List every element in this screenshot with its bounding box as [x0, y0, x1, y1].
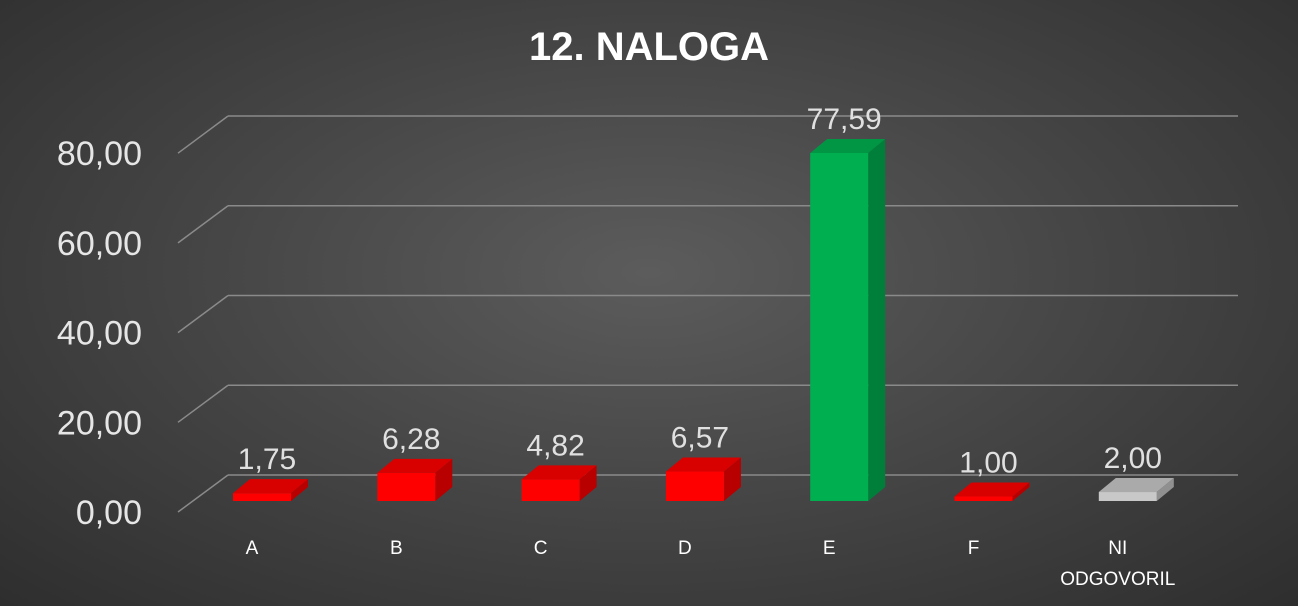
bar-side: [1156, 478, 1174, 501]
x-tick-label: NI ODGOVORIL: [1060, 538, 1175, 590]
data-labels: 1,75 6,28 4,82 6,57 77,59 1,00 2,00: [238, 103, 1162, 480]
x-tick-label: E: [823, 538, 836, 559]
gridline-diagonal: [177, 115, 229, 154]
y-tick-label: 60,00: [57, 225, 142, 263]
bar-top: [233, 479, 308, 494]
bar-f: [954, 482, 1030, 501]
bar-side: [435, 458, 453, 501]
bar-d: [665, 457, 741, 501]
data-label: 4,82: [526, 429, 584, 462]
chart-title: 12. NALOGA: [529, 25, 769, 69]
y-axis-ticks: 0,00 20,00 40,00 60,00 80,00: [57, 135, 142, 532]
data-label: 2,00: [1104, 442, 1162, 475]
data-label: 6,57: [671, 422, 729, 455]
bar-front: [233, 493, 291, 501]
bar-front: [377, 472, 436, 501]
gridline-diagonal: [177, 474, 229, 513]
bar-side: [723, 457, 741, 501]
bar-front: [954, 496, 1013, 501]
bar-front: [1098, 492, 1157, 501]
bar-side: [868, 139, 886, 501]
x-tick-label: A: [246, 538, 259, 559]
bars: [233, 139, 1174, 501]
bar-front: [810, 153, 869, 501]
data-label: 6,28: [382, 423, 440, 456]
y-tick-label: 20,00: [57, 404, 142, 442]
gridline-diagonal: [177, 384, 229, 423]
x-tick-label: F: [968, 538, 980, 559]
data-label: 77,59: [807, 103, 882, 136]
bar-a: [233, 479, 308, 501]
bar-c: [521, 465, 597, 501]
data-label: 1,75: [238, 443, 296, 476]
bar-side: [579, 465, 597, 501]
x-tick-label: B: [390, 538, 403, 559]
bar-ni-odgovoril: [1098, 478, 1174, 501]
y-tick-label: 40,00: [57, 315, 142, 353]
bar-top: [665, 457, 741, 472]
y-tick-label: 0,00: [76, 494, 142, 532]
gridline-diagonal: [177, 294, 229, 334]
bar-top: [810, 139, 886, 154]
gridline-diagonal: [177, 205, 229, 244]
bar-top: [377, 458, 453, 473]
bar-side: [291, 479, 308, 501]
y-tick-label: 80,00: [57, 135, 142, 173]
bar-e: [810, 139, 886, 501]
bar-top: [954, 482, 1030, 497]
x-axis-labels: A B C D E F NI ODGOVORIL: [246, 538, 1176, 590]
bar-side: [1012, 482, 1030, 501]
bar-top: [521, 465, 597, 480]
bar-front: [665, 471, 724, 501]
bar-front: [521, 479, 580, 501]
x-tick-label: D: [678, 538, 692, 559]
x-tick-label: C: [534, 538, 548, 559]
bar-b: [377, 458, 453, 501]
bar-top: [1098, 478, 1174, 493]
data-label: 1,00: [959, 447, 1017, 480]
